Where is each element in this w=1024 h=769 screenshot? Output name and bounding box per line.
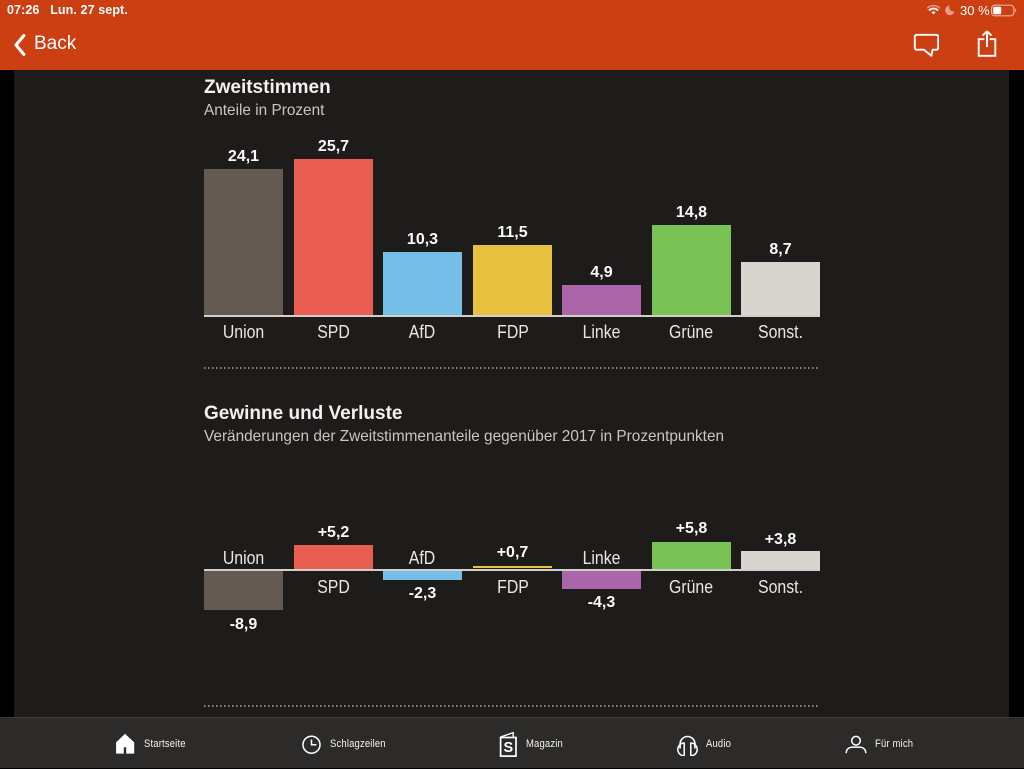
svg-text:S: S (503, 739, 513, 755)
